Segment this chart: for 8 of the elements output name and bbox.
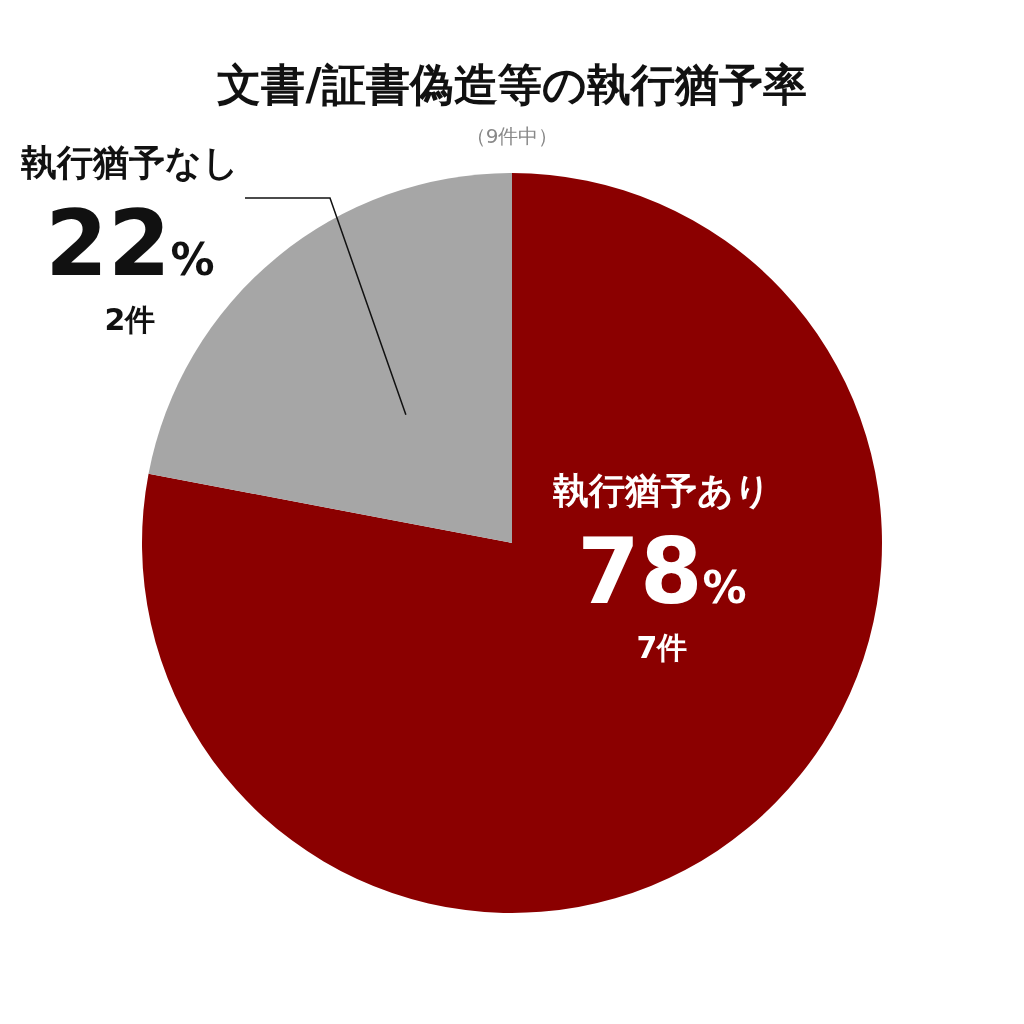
chart-subtitle: （9件中） — [465, 124, 559, 148]
chart-title: 文書/証書偽造等の執行猶予率 — [217, 59, 807, 110]
data-label: 22% — [45, 191, 215, 296]
slice-label: 執行猶予なし — [21, 142, 239, 183]
text: 7件 — [636, 630, 688, 665]
text: 2件 — [104, 302, 156, 337]
slice-label: 執行猶予あり — [553, 470, 771, 511]
data-label: 78% — [577, 519, 747, 624]
